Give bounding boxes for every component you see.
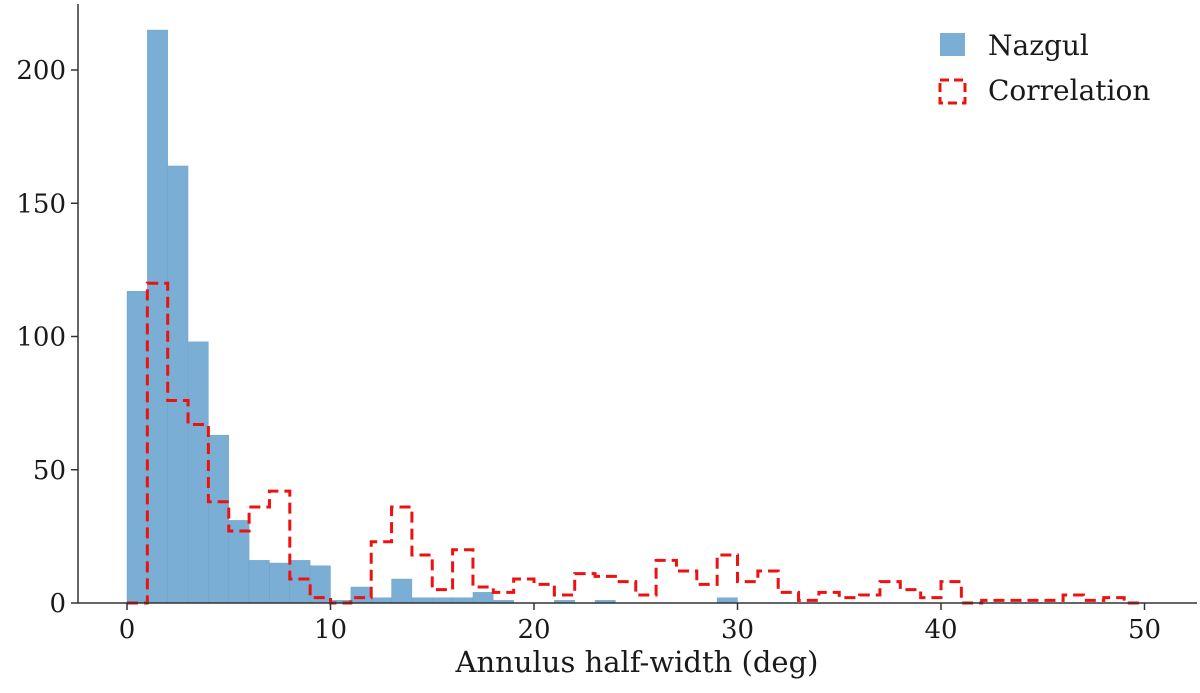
x-tick-label-40: 40 [924, 615, 957, 645]
bar-nazgul-bin-15 [432, 597, 453, 604]
bar-nazgul-bin-8 [289, 560, 311, 604]
bar-nazgul-bin-16 [452, 597, 474, 604]
y-tick-label-100: 100 [16, 323, 66, 353]
x-tick-label-30: 30 [721, 615, 754, 645]
x-axis-ticks: 0 10 20 30 40 50 [119, 603, 1161, 645]
y-tick-label-50: 50 [33, 456, 66, 486]
bar-nazgul-bin-12 [371, 597, 392, 604]
correlation-step-line [127, 281, 1145, 605]
bar-nazgul-bin-6 [248, 560, 270, 604]
nazgul-bars [126, 29, 738, 604]
bar-nazgul-bin-0 [126, 290, 148, 604]
bar-nazgul-bin-1 [147, 29, 168, 604]
legend-swatch-correlation [938, 78, 967, 105]
bar-nazgul-bin-13 [391, 578, 413, 604]
bar-nazgul-bin-14 [411, 597, 433, 604]
y-tick-label-0: 0 [49, 589, 66, 619]
y-tick-label-200: 200 [16, 56, 66, 86]
y-tick-label-150: 150 [16, 189, 66, 219]
bar-nazgul-bin-17 [472, 592, 494, 604]
x-axis-title: Annulus half-width (deg) [455, 645, 819, 679]
legend-swatch-nazgul [940, 33, 965, 56]
bar-nazgul-bin-5 [228, 520, 250, 604]
legend: Nazgul Correlation [938, 29, 1150, 107]
legend-label-nazgul: Nazgul [988, 29, 1089, 62]
x-tick-label-50: 50 [1128, 615, 1161, 645]
bar-nazgul-bin-7 [269, 562, 291, 604]
x-tick-label-0: 0 [119, 615, 136, 645]
x-tick-label-20: 20 [517, 615, 550, 645]
bar-nazgul-bin-4 [208, 434, 229, 604]
y-axis-ticks: 0 50 100 150 200 [16, 56, 78, 619]
bar-nazgul-bin-2 [167, 165, 189, 604]
bar-nazgul-bin-29 [716, 597, 738, 604]
legend-label-correlation: Correlation [988, 74, 1150, 107]
x-tick-label-10: 10 [314, 615, 347, 645]
bar-nazgul-bin-3 [187, 341, 209, 604]
bar-nazgul-bin-11 [350, 586, 372, 604]
